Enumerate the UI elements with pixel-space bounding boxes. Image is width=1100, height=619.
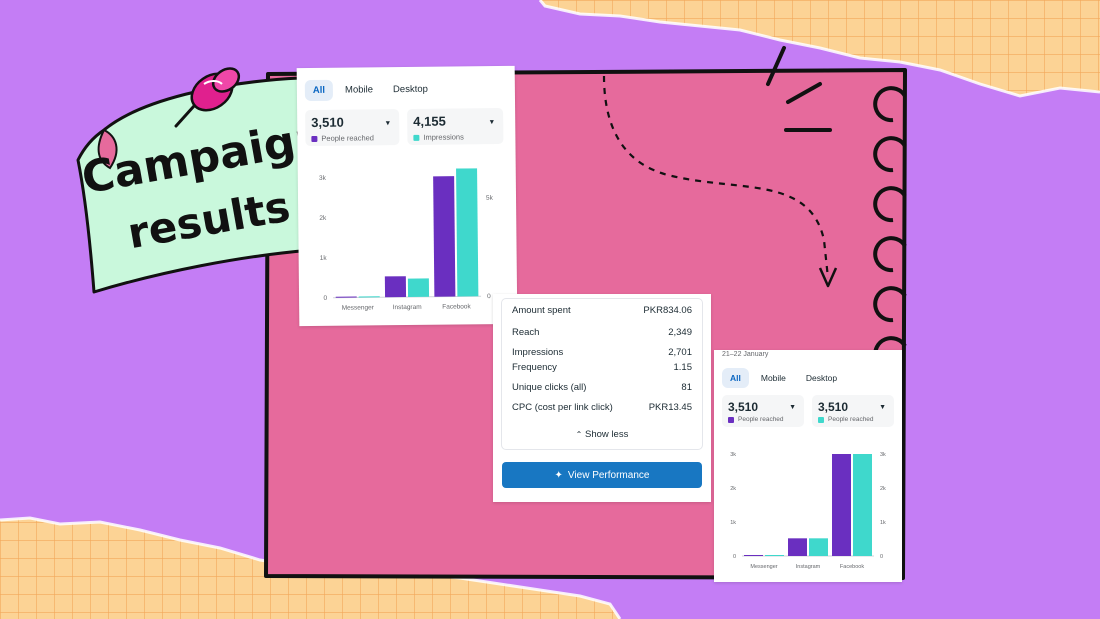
y-tick-label-left: 2k xyxy=(730,486,736,492)
bar-instagram-series-2 xyxy=(809,538,828,556)
stat-row: Amount spent PKR834.06 xyxy=(512,305,692,316)
legend-swatch-purple xyxy=(311,135,318,142)
bar-messenger-series-1 xyxy=(335,296,357,298)
audience-panel-2: 21–22 January All Mobile Desktop 3,510 P… xyxy=(714,350,902,582)
tab-desktop[interactable]: Desktop xyxy=(392,83,428,96)
stat-label: Amount spent xyxy=(512,305,571,316)
tab-mobile[interactable]: Mobile xyxy=(344,84,374,96)
bar-instagram-series-2 xyxy=(407,278,430,297)
y-tick-label-right: 1k xyxy=(880,520,886,526)
stat-value: 2,701 xyxy=(668,347,692,358)
show-less-label: Show less xyxy=(585,429,629,440)
stat-value: PKR834.06 xyxy=(643,305,692,316)
metric-value: 3,510 xyxy=(728,400,759,414)
y-tick-label-left: 1k xyxy=(320,255,328,262)
bar-facebook-series-2 xyxy=(853,454,872,556)
y-tick-label-left: 0 xyxy=(323,295,327,302)
stat-row: Impressions 2,701 xyxy=(512,347,692,358)
metric-label: Impressions xyxy=(423,132,464,142)
y-tick-label-left: 3k xyxy=(319,175,327,182)
view-performance-label: View Performance xyxy=(567,469,650,481)
metric-people-reached[interactable]: 3,510 People reached ▼ xyxy=(722,395,804,427)
stat-label: Frequency xyxy=(512,362,557,373)
bar-chart-1: 0 1k 2k 3k 0 5k Messenger Instagram Facebook xyxy=(319,168,494,312)
y-tick-label-right: 3k xyxy=(880,452,886,458)
y-tick-label-left: 1k xyxy=(730,520,736,526)
metric-label: People reached xyxy=(738,416,784,423)
stat-row: Reach 2,349 xyxy=(512,327,692,338)
chevron-down-icon[interactable]: ▼ xyxy=(789,404,796,411)
x-tick-label: Instagram xyxy=(393,304,422,311)
stat-row: CPC (cost per link click) PKR13.45 xyxy=(512,402,692,413)
tab-all[interactable]: All xyxy=(304,79,334,102)
bar-instagram-series-1 xyxy=(788,538,807,556)
audience-panel-1: All Mobile Desktop 3,510 People reached … xyxy=(296,65,518,327)
x-tick-label: Instagram xyxy=(796,564,821,570)
chevron-down-icon[interactable]: ▼ xyxy=(879,404,886,411)
bar-instagram-series-1 xyxy=(384,276,407,298)
y-tick-label-left: 2k xyxy=(319,215,327,222)
bar-facebook-series-1 xyxy=(433,176,456,297)
metric-people-reached-2[interactable]: 3,510 People reached ▼ xyxy=(812,395,894,427)
metric-people-reached[interactable]: 3,510 People reached ▼ xyxy=(305,109,400,147)
metric-label: People reached xyxy=(828,416,874,423)
sparkle-icon: ✦ xyxy=(554,469,563,481)
stat-value: PKR13.45 xyxy=(648,402,692,413)
x-tick-label: Messenger xyxy=(750,564,777,570)
y-tick-label-right: 0 xyxy=(487,293,491,300)
tab-desktop[interactable]: Desktop xyxy=(805,373,838,383)
platform-tabs: All Mobile Desktop xyxy=(722,368,845,388)
stat-row: Frequency 1.15 xyxy=(512,362,692,373)
x-tick-label: Facebook xyxy=(442,303,471,310)
push-pin-icon xyxy=(174,67,241,128)
legend-swatch-teal xyxy=(818,416,824,423)
campaign-stats-panel: Amount spent PKR834.06 Reach 2,349 Impressio… xyxy=(493,294,711,502)
metric-value: 4,155 xyxy=(413,113,446,129)
bar-facebook-series-1 xyxy=(832,454,851,556)
y-tick-label-right: 0 xyxy=(880,554,883,560)
metric-value: 3,510 xyxy=(311,114,344,130)
metric-label: People reached xyxy=(321,133,374,143)
chevron-down-icon[interactable]: ▼ xyxy=(384,120,392,128)
tab-all[interactable]: All xyxy=(722,368,749,388)
bar-chart-2: 0 1k 2k 3k 0 1k 2k 3k Messenger Instagram Facebook xyxy=(730,452,886,570)
bar-messenger-series-1 xyxy=(744,555,763,556)
stat-value: 81 xyxy=(681,382,692,393)
date-range: 21–22 January xyxy=(722,351,769,358)
bar-facebook-series-2 xyxy=(456,168,479,297)
stat-value: 2,349 xyxy=(668,327,692,338)
chart-baseline xyxy=(333,295,482,299)
y-tick-label-right: 5k xyxy=(486,195,494,202)
y-tick-label-left: 3k xyxy=(730,452,736,458)
show-less-button[interactable]: ⌃ Show less xyxy=(502,429,702,440)
platform-tabs: All Mobile Desktop xyxy=(304,79,436,102)
bar-messenger-series-2 xyxy=(358,296,380,298)
legend-swatch-purple xyxy=(728,416,734,423)
y-tick-label-left: 0 xyxy=(733,554,736,560)
stat-label: CPC (cost per link click) xyxy=(512,402,613,413)
stat-label: Impressions xyxy=(512,347,564,358)
tab-mobile[interactable]: Mobile xyxy=(760,373,786,383)
x-tick-label: Messenger xyxy=(342,304,375,311)
stat-label: Unique clicks (all) xyxy=(512,382,587,393)
stat-value: 1.15 xyxy=(673,362,693,373)
legend-swatch-teal xyxy=(413,134,420,141)
chevron-up-icon: ⌃ xyxy=(575,430,583,439)
metric-value: 3,510 xyxy=(818,400,849,414)
view-performance-button[interactable]: ✦ View Performance xyxy=(502,462,702,488)
y-tick-label-right: 2k xyxy=(880,486,886,492)
stats-inner-card: Amount spent PKR834.06 Reach 2,349 Impressio… xyxy=(501,298,703,450)
metric-impressions[interactable]: 4,155 Impressions ▼ xyxy=(407,107,504,145)
campaign-results-title: Campaign results xyxy=(78,111,330,270)
emphasis-strokes xyxy=(766,46,832,132)
x-tick-label: Facebook xyxy=(840,564,864,570)
stat-row: Unique clicks (all) 81 xyxy=(512,382,692,393)
stat-label: Reach xyxy=(512,327,540,338)
bar-messenger-series-2 xyxy=(765,555,784,556)
chevron-down-icon[interactable]: ▼ xyxy=(488,119,496,127)
